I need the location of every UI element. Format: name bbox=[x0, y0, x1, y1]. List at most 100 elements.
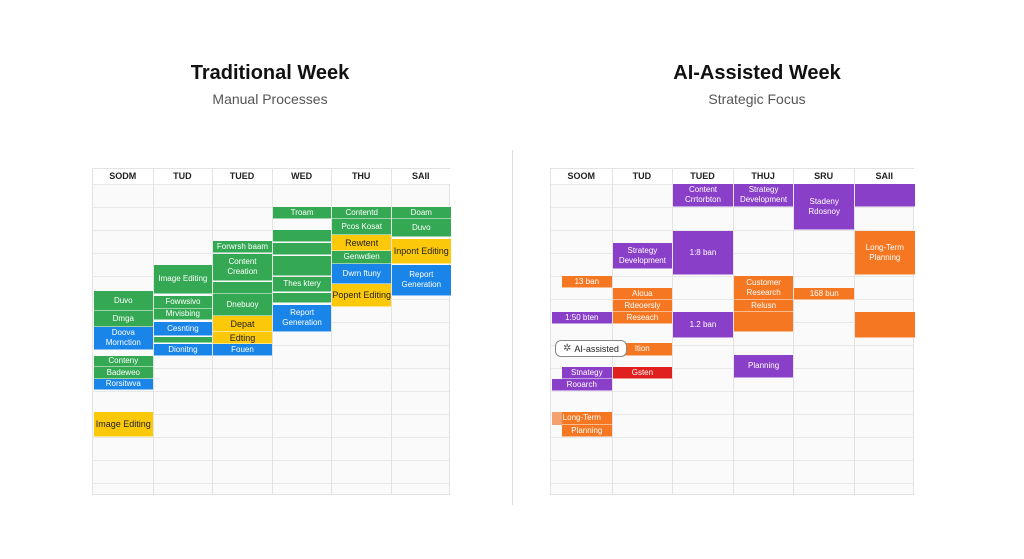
event-block[interactable] bbox=[272, 230, 332, 242]
event-block[interactable]: Cesnting bbox=[153, 322, 213, 336]
ai-assisted-week-calendar: SOOM TUD TUED THUJ SRU SAII Content Crrtorbton… bbox=[550, 168, 915, 495]
event-block[interactable]: Report Generation bbox=[392, 265, 451, 296]
event-block[interactable]: Strategy Development bbox=[733, 184, 794, 207]
event-block[interactable]: 1:50 bten bbox=[552, 312, 612, 324]
event-block[interactable]: Duvo bbox=[392, 219, 451, 237]
event-block[interactable]: Customer Research bbox=[733, 276, 794, 300]
day-header: THUJ bbox=[732, 169, 794, 184]
day-header: SOOM bbox=[551, 169, 612, 184]
grid-row-line bbox=[93, 207, 449, 208]
event-block[interactable]: Pcos Kosat bbox=[332, 219, 391, 235]
right-title: AI-Assisted Week bbox=[673, 62, 841, 84]
event-block[interactable]: Edting bbox=[213, 332, 272, 344]
event-block[interactable]: Planning bbox=[733, 355, 794, 378]
event-block[interactable]: 13 ban bbox=[562, 276, 612, 288]
sparkle-network-icon: ✲ bbox=[563, 343, 572, 354]
event-block[interactable]: Reseach bbox=[612, 312, 673, 324]
day-header: SAII bbox=[854, 169, 915, 184]
grid-row-line bbox=[551, 207, 913, 208]
event-block[interactable]: Report Generation bbox=[272, 305, 332, 332]
grid-row-line bbox=[551, 276, 913, 277]
event-block[interactable] bbox=[855, 184, 915, 207]
event-block[interactable]: 168 bun bbox=[794, 288, 854, 300]
grid-row-line bbox=[551, 414, 913, 415]
ai-assisted-badge: ✲ AI-assisted bbox=[555, 340, 627, 357]
event-block[interactable]: Image Editing bbox=[94, 412, 153, 437]
day-header: SAII bbox=[391, 169, 451, 184]
right-subtitle: Strategic Focus bbox=[708, 91, 806, 107]
grid-column-line bbox=[672, 169, 674, 494]
grid-row-line bbox=[551, 299, 913, 300]
grid-column-line bbox=[271, 169, 273, 494]
event-block[interactable]: Relusn bbox=[733, 300, 794, 312]
event-block[interactable]: Genwdien bbox=[332, 251, 391, 264]
event-block[interactable]: Long-Term bbox=[552, 412, 612, 425]
event-block[interactable]: Rewtent bbox=[332, 235, 391, 251]
grid-column-line bbox=[212, 169, 214, 494]
event-block[interactable]: Dionitng bbox=[153, 344, 213, 356]
grid-row-line bbox=[93, 230, 449, 231]
grid-column-line bbox=[391, 169, 392, 494]
left-subtitle: Manual Processes bbox=[212, 91, 328, 107]
event-block[interactable]: Content Creation bbox=[213, 254, 272, 281]
event-block[interactable]: Doova Mornction bbox=[94, 327, 153, 350]
event-block[interactable]: Aloua bbox=[612, 288, 673, 300]
event-block[interactable]: Stadeny Rdosnoy bbox=[794, 184, 854, 230]
event-block[interactable] bbox=[272, 256, 332, 276]
event-block[interactable] bbox=[153, 337, 213, 343]
event-block[interactable]: Dmga bbox=[94, 311, 153, 327]
grid-row-line bbox=[93, 391, 449, 392]
event-block[interactable]: ltion bbox=[612, 343, 673, 356]
event-block[interactable]: Fowwsivo bbox=[153, 296, 213, 309]
grid-row-line bbox=[551, 437, 913, 438]
event-block[interactable] bbox=[272, 293, 332, 303]
event-block[interactable]: Long-Term Planning bbox=[855, 231, 915, 275]
event-block[interactable]: Planning bbox=[562, 425, 612, 437]
event-block[interactable]: 1:8 ban bbox=[673, 231, 733, 275]
grid-row-line bbox=[93, 414, 449, 415]
event-block[interactable]: Troam bbox=[272, 207, 332, 219]
grid-row-line bbox=[551, 345, 913, 346]
event-block[interactable]: Strategy Development bbox=[612, 243, 673, 269]
event-block[interactable]: Rorsitwva bbox=[94, 379, 153, 390]
day-header: TUD bbox=[152, 169, 213, 184]
event-block[interactable] bbox=[733, 312, 794, 332]
event-block[interactable]: Depat bbox=[213, 316, 272, 332]
event-block[interactable]: Mrvisbing bbox=[153, 309, 213, 320]
grid-row-line bbox=[93, 368, 449, 369]
day-header: TUD bbox=[611, 169, 673, 184]
event-block[interactable]: Dwrn ftuny bbox=[332, 264, 391, 284]
event-block[interactable]: Dnebuoy bbox=[213, 294, 272, 316]
grid-column-line bbox=[732, 169, 734, 494]
event-block[interactable]: Duvo bbox=[94, 291, 153, 311]
grid-row-line bbox=[93, 253, 449, 254]
grid-row-line bbox=[93, 437, 449, 438]
event-block[interactable]: Forwrsh baam bbox=[213, 241, 272, 253]
event-block[interactable]: Inpont Editing bbox=[392, 239, 451, 264]
event-block[interactable]: Rdeoersly bbox=[612, 300, 673, 312]
day-header: TUED bbox=[212, 169, 272, 184]
event-block[interactable] bbox=[272, 243, 332, 255]
traditional-week-calendar: SODM TUD TUED WED THU SAII Troam Thes ktery Repo… bbox=[92, 168, 451, 495]
event-block[interactable]: Content Crrtorbton bbox=[673, 184, 733, 207]
event-block[interactable]: Conteny bbox=[94, 356, 153, 367]
divider bbox=[512, 150, 513, 505]
event-block[interactable]: Image Editing bbox=[153, 265, 213, 294]
grid-row-line bbox=[93, 184, 449, 185]
grid-row-line bbox=[551, 391, 913, 392]
event-block[interactable]: 1.2 ban bbox=[673, 312, 733, 338]
day-header: WED bbox=[271, 169, 332, 184]
event-block[interactable]: Gsten bbox=[612, 367, 673, 379]
event-block[interactable]: Badeweo bbox=[94, 367, 153, 379]
event-block[interactable]: Rooarch bbox=[552, 379, 612, 391]
event-block[interactable]: Stnategy bbox=[562, 367, 612, 379]
left-title: Traditional Week bbox=[190, 62, 350, 84]
grid-row-line bbox=[93, 460, 449, 461]
event-block[interactable]: Fouen bbox=[213, 344, 272, 356]
event-block[interactable] bbox=[213, 282, 272, 294]
event-block[interactable]: Thes ktery bbox=[272, 277, 332, 292]
event-block[interactable]: Doam bbox=[392, 207, 451, 219]
event-block[interactable] bbox=[855, 312, 915, 338]
event-block[interactable]: Contentd bbox=[332, 207, 391, 219]
event-block[interactable]: Popent Editing bbox=[332, 284, 391, 307]
